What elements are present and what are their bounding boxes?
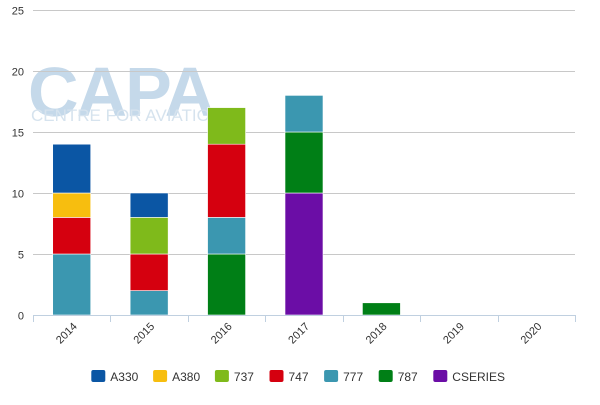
legend-label: 777 xyxy=(343,370,363,384)
x-tick-label: 2018 xyxy=(364,321,390,347)
legend-item-a380[interactable]: A380 xyxy=(153,370,200,384)
x-tick-label: 2017 xyxy=(286,321,312,347)
legend-swatch xyxy=(91,370,106,382)
capa-watermark-logo: CAPA CENTRE FOR AVIATION xyxy=(28,53,222,131)
legend-swatch xyxy=(269,370,284,382)
x-tick-label: 2014 xyxy=(54,321,80,347)
legend-item-777[interactable]: 777 xyxy=(324,370,363,384)
bar-segment-787-2018 xyxy=(362,302,401,316)
y-tick-label: 10 xyxy=(12,189,24,201)
legend-label: 747 xyxy=(289,370,309,384)
legend-item-787[interactable]: 787 xyxy=(378,370,418,384)
y-tick-label: 5 xyxy=(18,250,24,262)
legend-item-cseries[interactable]: CSERIES xyxy=(433,370,505,384)
bar-segment-777-2015 xyxy=(129,290,169,316)
x-tick-label: 2020 xyxy=(519,321,545,347)
legend-swatch xyxy=(324,370,339,382)
watermark-logo-text: CAPA xyxy=(28,53,214,131)
legend-label: 737 xyxy=(234,370,254,384)
legend-item-a330[interactable]: A330 xyxy=(91,370,139,384)
bar-segment-737-2016 xyxy=(207,107,246,145)
bar-segment-a330-2015 xyxy=(129,192,169,218)
bar-segment-787-2017 xyxy=(284,131,324,194)
x-tick-label: 2015 xyxy=(131,321,157,347)
legend: A330 A380 737 747 777 787 CSERIES xyxy=(91,370,505,384)
bar-segment-777-2014 xyxy=(52,253,92,316)
legend-swatch xyxy=(153,370,168,382)
legend-label: A330 xyxy=(110,370,138,384)
y-axis: 0 5 10 15 20 25 xyxy=(12,6,24,323)
legend-label: A380 xyxy=(172,370,200,384)
legend-swatch xyxy=(214,370,229,382)
bar-segment-a330-2014 xyxy=(52,143,92,194)
bar-segment-787-2016 xyxy=(207,253,246,316)
bar-segment-737-2015 xyxy=(129,217,169,255)
bar-segment-747-2014 xyxy=(52,217,92,255)
y-tick-label: 0 xyxy=(18,311,24,323)
legend-swatch xyxy=(378,370,393,382)
y-tick-label: 15 xyxy=(12,128,24,140)
legend-item-747[interactable]: 747 xyxy=(269,370,309,384)
legend-swatch xyxy=(433,370,448,382)
y-tick-label: 20 xyxy=(12,67,24,79)
bar-segment-777-2016 xyxy=(207,217,246,255)
legend-item-737[interactable]: 737 xyxy=(214,370,254,384)
bar-segment-747-2016 xyxy=(207,143,246,218)
y-tick-label: 25 xyxy=(12,6,24,18)
x-tick-label: 2019 xyxy=(441,321,467,347)
bar-segment-a380-2014 xyxy=(52,192,92,218)
bar-segment-747-2015 xyxy=(129,253,169,291)
legend-label: 787 xyxy=(398,370,418,384)
watermark-tagline: CENTRE FOR AVIATION xyxy=(31,106,222,125)
bar-segment-cseries-2017 xyxy=(284,192,324,316)
x-tick-label: 2016 xyxy=(209,321,235,347)
bar-segment-777-2017 xyxy=(284,95,324,133)
x-axis: 2014 2015 2016 2017 2018 2019 2020 xyxy=(33,315,576,346)
legend-label: CSERIES xyxy=(452,370,505,384)
bars xyxy=(52,95,401,316)
